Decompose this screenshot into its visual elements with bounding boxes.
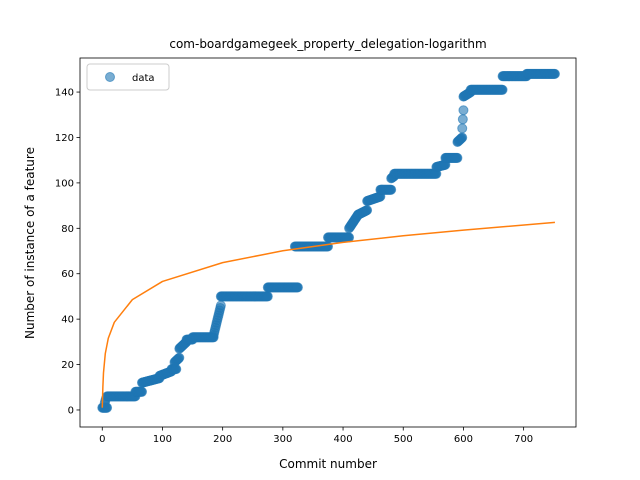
x-tick-label: 0 (99, 434, 105, 445)
x-tick-label: 200 (213, 434, 232, 445)
chart-title: com-boardgamegeek_property_delegation-lo… (169, 37, 486, 51)
log-fit-line (101, 221, 555, 408)
legend-box (86, 63, 170, 91)
data-point (344, 232, 355, 243)
y-tick-label: 20 (61, 360, 74, 371)
y-tick-label: 80 (61, 224, 74, 235)
legend-label-data: data (132, 73, 155, 84)
y-axis-label: Number of instance of a feature (23, 147, 37, 339)
data-point (497, 84, 508, 95)
data-point (457, 114, 468, 125)
y-tick-label: 140 (55, 88, 74, 99)
y-tick-label: 40 (61, 315, 74, 326)
x-tick-label: 500 (394, 434, 413, 445)
data-point (362, 205, 373, 216)
axes: 0 100 200 300 400 500 600 700 0 20 40 60 80 100 120 140 (55, 57, 577, 445)
data-point (452, 152, 463, 163)
x-axis-label: Commit number (279, 457, 377, 471)
y-tick-label: 100 (55, 178, 74, 189)
data-point (549, 68, 560, 79)
plot-inner (97, 68, 560, 413)
legend: data (86, 63, 170, 91)
data-point (215, 300, 226, 311)
data-point (292, 282, 303, 293)
legend-marker-data (105, 72, 115, 82)
axes-frame (79, 57, 577, 428)
plot-area (97, 68, 560, 413)
data-point (457, 132, 468, 143)
data-point (458, 105, 469, 116)
x-tick-label: 600 (454, 434, 473, 445)
data-point (137, 386, 147, 397)
x-tick-label: 700 (514, 434, 533, 445)
data-point (174, 352, 185, 363)
x-tick-label: 100 (153, 434, 172, 445)
x-tick-label: 400 (334, 434, 353, 445)
x-tick-label: 300 (273, 434, 292, 445)
data-point (262, 291, 273, 302)
data-point (386, 184, 397, 195)
y-tick-label: 60 (61, 269, 74, 280)
y-tick-label: 0 (68, 405, 74, 416)
y-tick-label: 120 (55, 133, 74, 144)
data-point (457, 123, 468, 134)
